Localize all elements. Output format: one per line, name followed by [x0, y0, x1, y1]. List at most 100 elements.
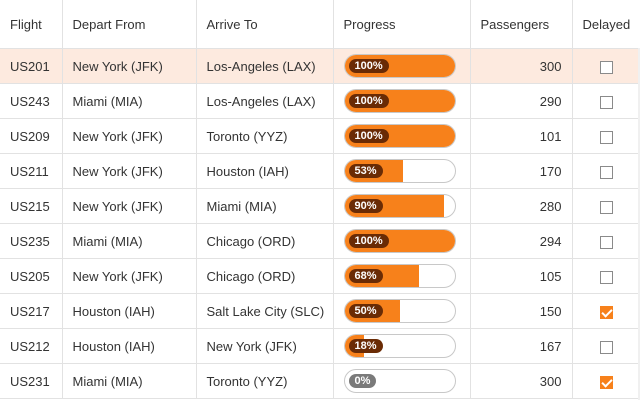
- vertical-scrollbar[interactable]: [638, 48, 640, 400]
- delayed-cell[interactable]: [572, 153, 640, 189]
- progress-cell[interactable]: 100%: [333, 223, 471, 259]
- delayed-checkbox[interactable]: [599, 165, 613, 179]
- table-row[interactable]: US231 Miami (MIA) Toronto (YYZ) 0% 300: [0, 363, 640, 399]
- table-row[interactable]: US201 New York (JFK) Los-Angeles (LAX) 1…: [0, 48, 640, 84]
- progress-bar: 100%: [343, 54, 456, 78]
- depart-from-cell[interactable]: New York (JFK): [62, 258, 197, 294]
- progress-cell[interactable]: 18%: [333, 328, 471, 364]
- flight-cell[interactable]: US212: [0, 328, 63, 364]
- depart-from-cell[interactable]: Miami (MIA): [62, 83, 197, 119]
- column-header-progress[interactable]: Progress: [333, 0, 471, 49]
- depart-from-cell[interactable]: New York (JFK): [62, 188, 197, 224]
- passengers-cell[interactable]: 150: [470, 293, 573, 329]
- depart-from-cell[interactable]: New York (JFK): [62, 48, 197, 84]
- depart-from-cell[interactable]: New York (JFK): [62, 153, 197, 189]
- flight-cell[interactable]: US217: [0, 293, 63, 329]
- delayed-cell[interactable]: [572, 48, 640, 84]
- header-row: Flight Depart From Arrive To Progress Pa…: [0, 0, 640, 49]
- column-header-delayed[interactable]: Delayed: [572, 0, 640, 49]
- delayed-cell[interactable]: [572, 258, 640, 294]
- progress-cell[interactable]: 68%: [333, 258, 471, 294]
- arrive-to-cell[interactable]: Houston (IAH): [196, 153, 334, 189]
- grid-body: US201 New York (JFK) Los-Angeles (LAX) 1…: [0, 48, 640, 399]
- delayed-cell[interactable]: [572, 188, 640, 224]
- passengers-cell[interactable]: 300: [470, 363, 573, 399]
- progress-label: 68%: [348, 269, 383, 283]
- delayed-checkbox[interactable]: [599, 200, 613, 214]
- progress-cell[interactable]: 100%: [333, 118, 471, 154]
- delayed-checkbox[interactable]: [599, 305, 613, 319]
- depart-from-cell[interactable]: New York (JFK): [62, 118, 197, 154]
- passengers-cell[interactable]: 300: [470, 48, 573, 84]
- delayed-checkbox[interactable]: [599, 235, 613, 249]
- progress-cell[interactable]: 0%: [333, 363, 471, 399]
- progress-label: 90%: [348, 199, 383, 213]
- column-header-arrive-to[interactable]: Arrive To: [196, 0, 334, 49]
- progress-label: 18%: [348, 339, 383, 353]
- delayed-cell[interactable]: [572, 118, 640, 154]
- table-row[interactable]: US235 Miami (MIA) Chicago (ORD) 100% 294: [0, 223, 640, 259]
- progress-cell[interactable]: 100%: [333, 48, 471, 84]
- flight-cell[interactable]: US215: [0, 188, 63, 224]
- progress-bar: 50%: [343, 299, 456, 323]
- delayed-checkbox[interactable]: [599, 340, 613, 354]
- flight-cell[interactable]: US231: [0, 363, 63, 399]
- depart-from-cell[interactable]: Houston (IAH): [62, 328, 197, 364]
- arrive-to-cell[interactable]: Miami (MIA): [196, 188, 334, 224]
- flight-cell[interactable]: US211: [0, 153, 63, 189]
- progress-cell[interactable]: 50%: [333, 293, 471, 329]
- flight-cell[interactable]: US243: [0, 83, 63, 119]
- delayed-checkbox[interactable]: [599, 375, 613, 389]
- column-header-flight[interactable]: Flight: [0, 0, 63, 49]
- passengers-cell[interactable]: 105: [470, 258, 573, 294]
- progress-label: 50%: [348, 304, 383, 318]
- arrive-to-cell[interactable]: Los-Angeles (LAX): [196, 83, 334, 119]
- flight-cell[interactable]: US201: [0, 48, 63, 84]
- delayed-cell[interactable]: [572, 83, 640, 119]
- delayed-checkbox[interactable]: [599, 270, 613, 284]
- flight-cell[interactable]: US205: [0, 258, 63, 294]
- column-header-passengers[interactable]: Passengers: [470, 0, 573, 49]
- table-row[interactable]: US217 Houston (IAH) Salt Lake City (SLC)…: [0, 293, 640, 329]
- flight-cell[interactable]: US235: [0, 223, 63, 259]
- arrive-to-cell[interactable]: Toronto (YYZ): [196, 118, 334, 154]
- arrive-to-cell[interactable]: New York (JFK): [196, 328, 334, 364]
- table-row[interactable]: US211 New York (JFK) Houston (IAH) 53% 1…: [0, 153, 640, 189]
- table-row[interactable]: US209 New York (JFK) Toronto (YYZ) 100% …: [0, 118, 640, 154]
- delayed-checkbox[interactable]: [599, 130, 613, 144]
- passengers-cell[interactable]: 294: [470, 223, 573, 259]
- column-header-depart-from[interactable]: Depart From: [62, 0, 197, 49]
- arrive-to-cell[interactable]: Chicago (ORD): [196, 258, 334, 294]
- progress-cell[interactable]: 100%: [333, 83, 471, 119]
- passengers-cell[interactable]: 170: [470, 153, 573, 189]
- progress-label: 53%: [348, 164, 383, 178]
- table-row[interactable]: US243 Miami (MIA) Los-Angeles (LAX) 100%…: [0, 83, 640, 119]
- progress-label: 100%: [348, 234, 389, 248]
- progress-bar: 0%: [343, 369, 456, 393]
- delayed-cell[interactable]: [572, 293, 640, 329]
- passengers-cell[interactable]: 101: [470, 118, 573, 154]
- delayed-checkbox[interactable]: [599, 95, 613, 109]
- arrive-to-cell[interactable]: Salt Lake City (SLC): [196, 293, 334, 329]
- progress-bar: 18%: [343, 334, 456, 358]
- passengers-cell[interactable]: 290: [470, 83, 573, 119]
- progress-cell[interactable]: 90%: [333, 188, 471, 224]
- table-row[interactable]: US212 Houston (IAH) New York (JFK) 18% 1…: [0, 328, 640, 364]
- table-row[interactable]: US205 New York (JFK) Chicago (ORD) 68% 1…: [0, 258, 640, 294]
- delayed-checkbox[interactable]: [599, 60, 613, 74]
- progress-cell[interactable]: 53%: [333, 153, 471, 189]
- delayed-cell[interactable]: [572, 363, 640, 399]
- delayed-cell[interactable]: [572, 328, 640, 364]
- depart-from-cell[interactable]: Miami (MIA): [62, 223, 197, 259]
- flight-cell[interactable]: US209: [0, 118, 63, 154]
- passengers-cell[interactable]: 167: [470, 328, 573, 364]
- table-row[interactable]: US215 New York (JFK) Miami (MIA) 90% 280: [0, 188, 640, 224]
- arrive-to-cell[interactable]: Los-Angeles (LAX): [196, 48, 334, 84]
- arrive-to-cell[interactable]: Toronto (YYZ): [196, 363, 334, 399]
- arrive-to-cell[interactable]: Chicago (ORD): [196, 223, 334, 259]
- depart-from-cell[interactable]: Houston (IAH): [62, 293, 197, 329]
- passengers-cell[interactable]: 280: [470, 188, 573, 224]
- depart-from-cell[interactable]: Miami (MIA): [62, 363, 197, 399]
- delayed-cell[interactable]: [572, 223, 640, 259]
